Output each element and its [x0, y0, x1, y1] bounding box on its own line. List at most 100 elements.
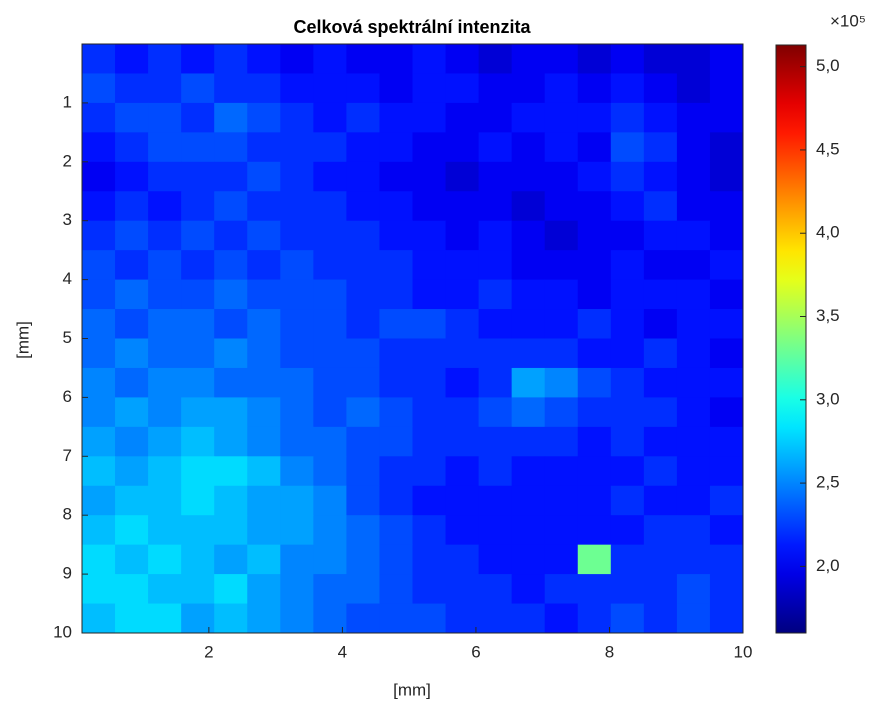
- heatmap-cell: [379, 397, 413, 428]
- heatmap-cell: [709, 161, 744, 192]
- heatmap-cell: [676, 102, 711, 133]
- heatmap-cell: [709, 132, 744, 163]
- heatmap-cell: [379, 161, 413, 192]
- heatmap-cell: [610, 102, 645, 133]
- colorbar-tick-label: 2,5: [816, 473, 840, 492]
- heatmap-cell: [181, 132, 215, 163]
- heatmap-cell: [181, 279, 215, 310]
- heatmap-cell: [643, 44, 678, 74]
- heatmap-cell: [181, 426, 215, 457]
- heatmap-cell: [346, 102, 380, 133]
- heatmap-cell: [148, 367, 182, 398]
- heatmap-cell: [181, 397, 215, 428]
- heatmap-cell: [82, 309, 116, 339]
- heatmap-cell: [577, 102, 612, 133]
- heatmap-cell: [346, 485, 380, 516]
- heatmap-cell: [82, 191, 116, 222]
- heatmap-cell: [478, 279, 513, 310]
- heatmap-cell: [214, 456, 248, 487]
- y-tick-label: 8: [63, 505, 72, 524]
- heatmap-cell: [643, 279, 678, 310]
- heatmap-cell: [313, 309, 347, 339]
- heatmap-cell: [676, 544, 711, 575]
- heatmap-cell: [478, 191, 513, 222]
- heatmap-cell: [511, 574, 546, 605]
- heatmap-cell: [115, 309, 149, 339]
- heatmap-cell: [280, 102, 314, 133]
- heatmap-cell: [148, 102, 182, 133]
- heatmap-cell: [709, 544, 744, 575]
- heatmap-cell: [511, 603, 546, 634]
- heatmap-cell: [412, 367, 447, 398]
- heatmap-cell: [445, 102, 480, 133]
- heatmap-cell: [610, 515, 645, 546]
- heatmap-cell: [247, 603, 281, 634]
- heatmap-cell: [280, 574, 314, 605]
- heatmap-cell: [445, 603, 480, 634]
- heatmap-cell: [544, 397, 579, 428]
- heatmap-cell: [280, 191, 314, 222]
- heatmap-cell: [511, 191, 546, 222]
- heatmap-cell: [478, 132, 513, 163]
- heatmap-cell: [643, 515, 678, 546]
- heatmap-cell: [82, 485, 116, 516]
- heatmap-cell: [709, 485, 744, 516]
- heatmap-cell: [709, 574, 744, 605]
- heatmap-cell: [280, 367, 314, 398]
- heatmap-cell: [379, 309, 413, 339]
- heatmap-cell: [445, 515, 480, 546]
- heatmap-cell: [280, 515, 314, 546]
- heatmap-cell: [478, 161, 513, 192]
- heatmap-cell: [577, 279, 612, 310]
- heatmap-cell: [676, 485, 711, 516]
- heatmap-cell: [214, 544, 248, 575]
- heatmap-cell: [709, 191, 744, 222]
- heatmap-cell: [478, 250, 513, 281]
- heatmap-cell: [643, 102, 678, 133]
- heatmap-cell: [379, 603, 413, 634]
- heatmap-cell: [115, 544, 149, 575]
- heatmap-cell: [544, 191, 579, 222]
- heatmap-cell: [247, 485, 281, 516]
- heatmap-cell: [544, 515, 579, 546]
- heatmap-cell: [610, 191, 645, 222]
- heatmap-cell: [82, 367, 116, 398]
- heatmap-cell: [709, 515, 744, 546]
- y-tick-label: 5: [63, 328, 72, 347]
- heatmap-cell: [544, 574, 579, 605]
- heatmap-cell: [445, 367, 480, 398]
- heatmap-cell: [511, 44, 546, 74]
- heatmap-cell: [313, 574, 347, 605]
- heatmap-cell: [247, 309, 281, 339]
- heatmap-cell: [247, 220, 281, 251]
- heatmap-cell: [676, 279, 711, 310]
- heatmap-cell: [412, 544, 447, 575]
- heatmap-cell: [544, 544, 579, 575]
- heatmap-cell: [709, 397, 744, 428]
- heatmap-cell: [478, 574, 513, 605]
- heatmap-cell: [511, 485, 546, 516]
- heatmap-cell: [313, 220, 347, 251]
- heatmap-cell: [412, 161, 447, 192]
- heatmap-cell: [610, 44, 645, 74]
- heatmap-cell: [247, 515, 281, 546]
- heatmap-cell: [610, 250, 645, 281]
- heatmap-cell: [115, 456, 149, 487]
- heatmap-cell: [313, 279, 347, 310]
- heatmap-cell: [82, 544, 116, 575]
- heatmap-cell: [148, 544, 182, 575]
- heatmap-cell: [313, 456, 347, 487]
- heatmap-cell: [445, 161, 480, 192]
- heatmap-cell: [379, 367, 413, 398]
- heatmap-cell: [346, 603, 380, 634]
- heatmap-cell: [115, 250, 149, 281]
- y-axis-label: [mm]: [13, 321, 32, 359]
- heatmap-cell: [346, 191, 380, 222]
- heatmap-cell: [577, 250, 612, 281]
- heatmap-cell: [709, 456, 744, 487]
- y-tick-label: 1: [63, 92, 72, 111]
- heatmap-cell: [676, 161, 711, 192]
- heatmap-cell: [379, 426, 413, 457]
- y-tick-label: 7: [63, 446, 72, 465]
- heatmap-cell: [445, 191, 480, 222]
